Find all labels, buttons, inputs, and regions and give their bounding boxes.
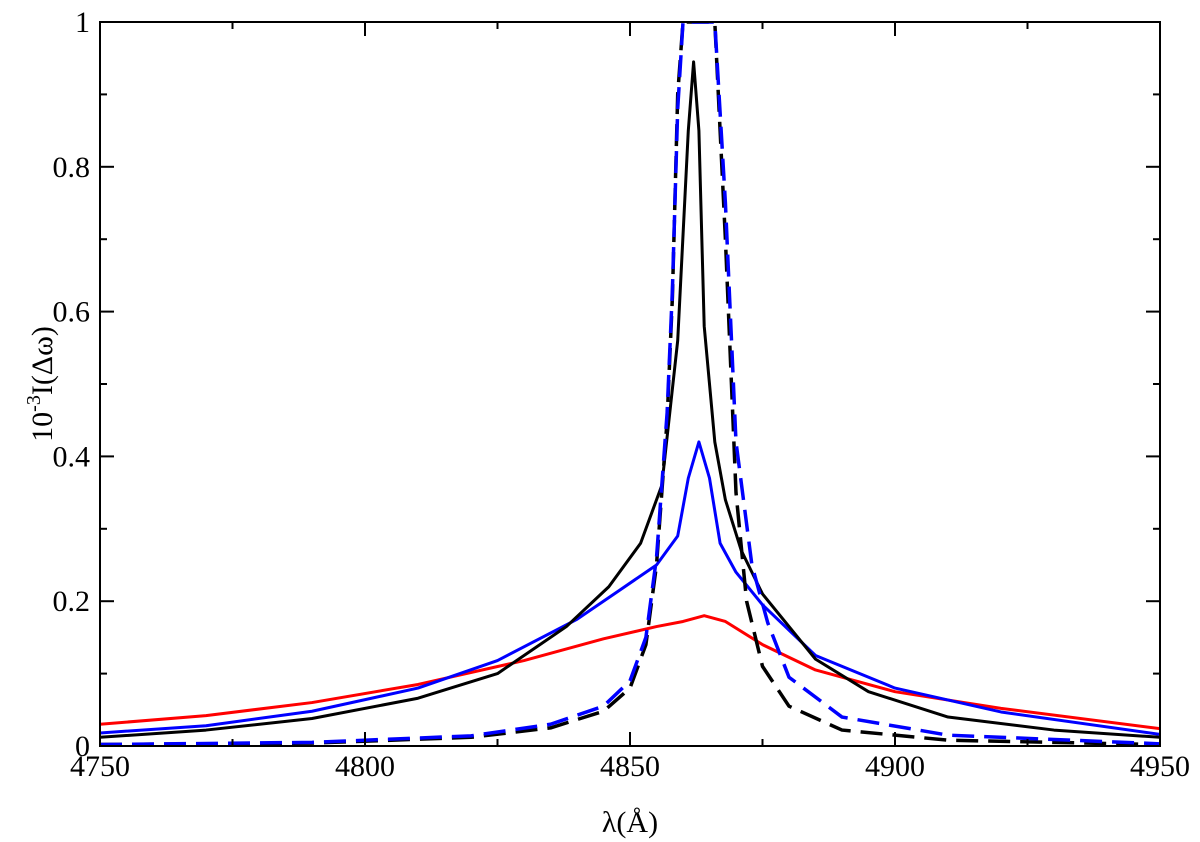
series-line-4 — [100, 22, 1160, 746]
ticks-layer: 4750 4800 4850 4900 4950 0 0.2 0.4 0.6 0.8 1 — [53, 6, 1191, 783]
series-line-2 — [100, 440, 1160, 736]
y-axis-label-exponent: -3 — [23, 395, 45, 412]
y-tick-label: 0.4 — [53, 440, 91, 473]
series-line-5 — [100, 22, 1160, 746]
series-layer — [100, 22, 1160, 746]
y-axis-label-base: 10 — [26, 412, 59, 442]
y-axis-label: 10-3I(Δω) — [23, 326, 59, 442]
series-line-1 — [100, 614, 1160, 731]
y-axis-label-rest: I(Δω) — [26, 326, 59, 395]
y-tick-label: 0.8 — [53, 151, 91, 184]
y-tick-label: 0.6 — [53, 296, 91, 329]
y-tick-label: 0.2 — [53, 585, 91, 618]
x-tick-label: 4750 — [70, 750, 130, 783]
x-tick-label: 4950 — [1130, 750, 1190, 783]
x-axis-label: λ(Å) — [602, 806, 658, 839]
x-tick-label: 4800 — [335, 750, 395, 783]
y-tick-label: 1 — [75, 6, 90, 39]
series-line-3 — [100, 60, 1160, 739]
plot-frame — [99, 21, 1161, 747]
x-tick-label: 4850 — [600, 750, 660, 783]
y-tick-label: 0 — [75, 730, 90, 763]
x-tick-label: 4900 — [865, 750, 925, 783]
